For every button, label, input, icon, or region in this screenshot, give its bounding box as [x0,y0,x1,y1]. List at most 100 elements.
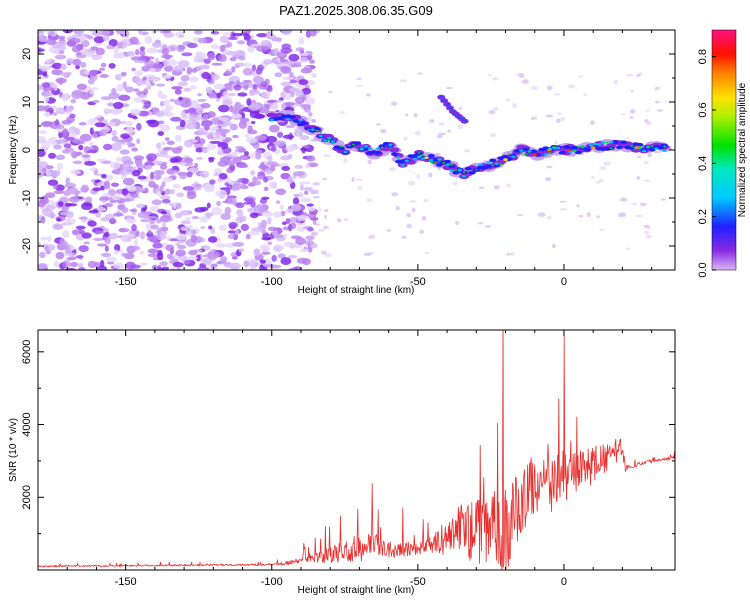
heatmap-cell [327,139,331,142]
heatmap-cell [179,34,184,38]
heatmap-cell [641,149,647,153]
heatmap-cell [400,164,405,167]
heatmap-cell [639,202,647,207]
heatmap-cell [64,203,72,207]
heatmap-cell [390,152,398,157]
heatmap-cell [72,58,82,66]
heatmap-cell [111,129,118,137]
heatmap-cell [110,182,120,187]
heatmap-cell [260,91,271,98]
heatmap-cell [119,169,129,176]
heatmap-cell [489,158,497,163]
heatmap-cell [232,241,245,247]
heatmap-cell [172,201,177,210]
heatmap-cell [202,254,213,258]
heatmap-cell [650,145,654,147]
heatmap-cell [285,218,291,224]
heatmap-cell [146,47,158,54]
heatmap-cell [317,228,326,232]
heatmap-cell [615,145,623,150]
heatmap-cell [559,208,568,211]
heatmap-cell [276,131,284,139]
heatmap-cell [293,171,305,177]
heatmap-cell [180,75,190,82]
heatmap-cell [275,188,287,196]
heatmap-cell [145,164,153,170]
heatmap-cell [87,78,95,85]
heatmap-cell [282,233,288,238]
heatmap-cell [233,84,242,91]
spectrogram-x-tick-label: -100 [261,276,283,288]
heatmap-cell [186,42,198,49]
heatmap-cell [97,243,107,247]
heatmap-cell [99,73,109,78]
heatmap-cell [285,118,291,121]
heatmap-cell [117,52,126,59]
heatmap-cell [294,96,305,104]
heatmap-cell [135,203,146,209]
heatmap-cell [278,114,282,117]
spectrogram-x-axis-label: Height of straight line (km) [298,285,415,296]
heatmap-cell [101,199,106,203]
heatmap-cell [54,119,60,127]
heatmap-cell [45,111,51,117]
heatmap-cell [228,180,236,185]
heatmap-cell [209,140,222,144]
heatmap-cell [299,52,309,57]
heatmap-cell [287,175,294,184]
heatmap-cell [42,87,55,92]
heatmap-cell [268,124,280,133]
heatmap-cell [492,77,499,81]
heatmap-cell [85,51,95,58]
heatmap-cell [157,249,163,256]
heatmap-cell [83,241,91,245]
heatmap-cell [421,153,425,156]
heatmap-cell [507,153,511,155]
heatmap-cell [288,115,296,119]
heatmap-cell [662,149,667,152]
heatmap-cell [163,99,170,106]
heatmap-cell [491,164,495,166]
heatmap-cell [137,211,149,219]
heatmap-cell [131,67,136,72]
heatmap-cell [135,188,141,194]
spectrogram-x-tick-label: -150 [115,276,137,288]
heatmap-cell [72,160,83,165]
heatmap-cell [56,162,64,170]
heatmap-cell [206,78,211,82]
heatmap-cell [76,83,87,91]
heatmap-cell [210,251,220,259]
heatmap-cell [310,128,315,131]
snr-x-tick-label: -50 [410,576,426,588]
heatmap-cell [215,189,228,198]
colorbar-tick-label: 0.0 [697,262,709,277]
heatmap-cell [576,204,580,208]
heatmap-cell [367,235,375,240]
heatmap-cell [208,91,216,99]
heatmap-cell [359,148,364,151]
heatmap-cell [638,145,642,148]
heatmap-cell [188,167,199,173]
heatmap-cell [404,159,409,162]
heatmap-cell [229,163,236,171]
heatmap-cell [234,49,245,56]
heatmap-cell [183,87,192,92]
heatmap-cell [170,46,176,51]
heatmap-cell [95,47,105,56]
heatmap-cell [321,250,327,255]
heatmap-cell [141,31,149,36]
heatmap-cell [439,96,444,99]
heatmap-cell [288,71,294,78]
heatmap-cell [146,153,158,162]
heatmap-cell [211,207,223,216]
heatmap-cell [303,186,312,191]
heatmap-cell [159,185,164,193]
heatmap-cell [89,127,94,135]
heatmap-cell [201,130,209,136]
heatmap-cell [227,233,235,240]
heatmap-cell [57,201,64,207]
heatmap-cell [411,207,416,213]
heatmap-cell [510,155,516,158]
heatmap-cell [91,56,104,60]
